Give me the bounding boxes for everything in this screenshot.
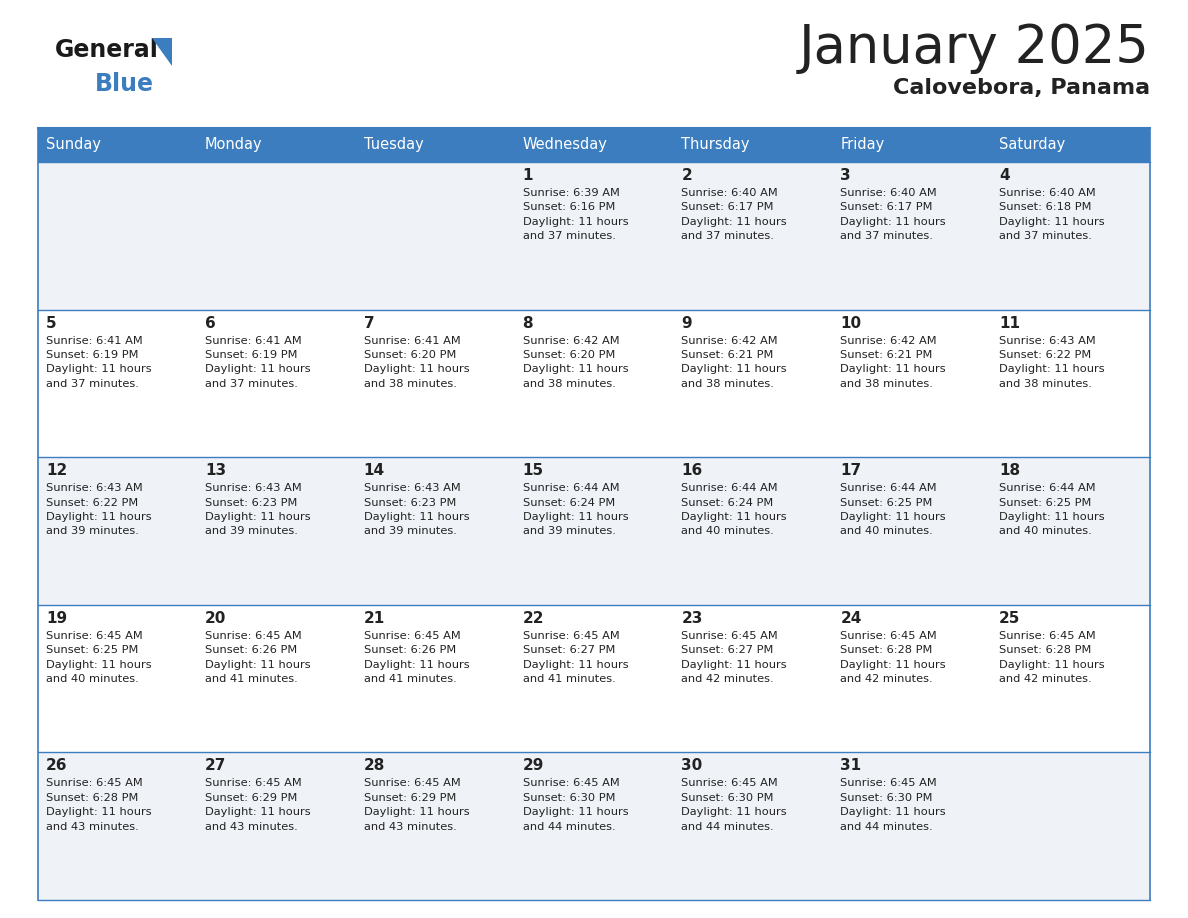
Text: Wednesday: Wednesday	[523, 138, 607, 152]
Text: Sunrise: 6:42 AM
Sunset: 6:21 PM
Daylight: 11 hours
and 38 minutes.: Sunrise: 6:42 AM Sunset: 6:21 PM Dayligh…	[682, 336, 788, 389]
Text: Sunrise: 6:41 AM
Sunset: 6:19 PM
Daylight: 11 hours
and 37 minutes.: Sunrise: 6:41 AM Sunset: 6:19 PM Dayligh…	[46, 336, 152, 389]
Polygon shape	[152, 38, 172, 66]
Text: Sunrise: 6:45 AM
Sunset: 6:28 PM
Daylight: 11 hours
and 42 minutes.: Sunrise: 6:45 AM Sunset: 6:28 PM Dayligh…	[999, 631, 1105, 684]
Text: Sunrise: 6:40 AM
Sunset: 6:17 PM
Daylight: 11 hours
and 37 minutes.: Sunrise: 6:40 AM Sunset: 6:17 PM Dayligh…	[840, 188, 946, 241]
Text: Sunrise: 6:39 AM
Sunset: 6:16 PM
Daylight: 11 hours
and 37 minutes.: Sunrise: 6:39 AM Sunset: 6:16 PM Dayligh…	[523, 188, 628, 241]
Text: 29: 29	[523, 758, 544, 773]
Text: Sunrise: 6:45 AM
Sunset: 6:30 PM
Daylight: 11 hours
and 44 minutes.: Sunrise: 6:45 AM Sunset: 6:30 PM Dayligh…	[682, 778, 788, 832]
Text: Blue: Blue	[95, 72, 154, 96]
Text: Sunrise: 6:42 AM
Sunset: 6:21 PM
Daylight: 11 hours
and 38 minutes.: Sunrise: 6:42 AM Sunset: 6:21 PM Dayligh…	[840, 336, 946, 389]
Text: 10: 10	[840, 316, 861, 330]
Text: Sunrise: 6:41 AM
Sunset: 6:19 PM
Daylight: 11 hours
and 37 minutes.: Sunrise: 6:41 AM Sunset: 6:19 PM Dayligh…	[204, 336, 310, 389]
Bar	[38, 605, 1150, 753]
Text: 31: 31	[840, 758, 861, 773]
Text: 9: 9	[682, 316, 693, 330]
Text: 21: 21	[364, 610, 385, 626]
Text: Sunrise: 6:45 AM
Sunset: 6:28 PM
Daylight: 11 hours
and 43 minutes.: Sunrise: 6:45 AM Sunset: 6:28 PM Dayligh…	[46, 778, 152, 832]
Text: 25: 25	[999, 610, 1020, 626]
Text: Thursday: Thursday	[682, 138, 750, 152]
Text: 18: 18	[999, 464, 1020, 478]
Text: Sunrise: 6:45 AM
Sunset: 6:28 PM
Daylight: 11 hours
and 42 minutes.: Sunrise: 6:45 AM Sunset: 6:28 PM Dayligh…	[840, 631, 946, 684]
Text: Sunrise: 6:40 AM
Sunset: 6:18 PM
Daylight: 11 hours
and 37 minutes.: Sunrise: 6:40 AM Sunset: 6:18 PM Dayligh…	[999, 188, 1105, 241]
Text: 23: 23	[682, 610, 703, 626]
Text: Sunrise: 6:43 AM
Sunset: 6:23 PM
Daylight: 11 hours
and 39 minutes.: Sunrise: 6:43 AM Sunset: 6:23 PM Dayligh…	[364, 483, 469, 536]
Text: Sunrise: 6:42 AM
Sunset: 6:20 PM
Daylight: 11 hours
and 38 minutes.: Sunrise: 6:42 AM Sunset: 6:20 PM Dayligh…	[523, 336, 628, 389]
Text: 27: 27	[204, 758, 226, 773]
Text: 24: 24	[840, 610, 861, 626]
Text: 14: 14	[364, 464, 385, 478]
Text: 6: 6	[204, 316, 215, 330]
Text: 3: 3	[840, 168, 851, 183]
Text: 28: 28	[364, 758, 385, 773]
Text: Friday: Friday	[840, 138, 885, 152]
Text: Sunrise: 6:45 AM
Sunset: 6:26 PM
Daylight: 11 hours
and 41 minutes.: Sunrise: 6:45 AM Sunset: 6:26 PM Dayligh…	[364, 631, 469, 684]
Text: Sunrise: 6:44 AM
Sunset: 6:25 PM
Daylight: 11 hours
and 40 minutes.: Sunrise: 6:44 AM Sunset: 6:25 PM Dayligh…	[840, 483, 946, 536]
Text: Sunrise: 6:45 AM
Sunset: 6:29 PM
Daylight: 11 hours
and 43 minutes.: Sunrise: 6:45 AM Sunset: 6:29 PM Dayligh…	[364, 778, 469, 832]
Text: Sunrise: 6:44 AM
Sunset: 6:25 PM
Daylight: 11 hours
and 40 minutes.: Sunrise: 6:44 AM Sunset: 6:25 PM Dayligh…	[999, 483, 1105, 536]
Text: Sunrise: 6:45 AM
Sunset: 6:27 PM
Daylight: 11 hours
and 41 minutes.: Sunrise: 6:45 AM Sunset: 6:27 PM Dayligh…	[523, 631, 628, 684]
Text: 30: 30	[682, 758, 702, 773]
Text: Sunrise: 6:45 AM
Sunset: 6:27 PM
Daylight: 11 hours
and 42 minutes.: Sunrise: 6:45 AM Sunset: 6:27 PM Dayligh…	[682, 631, 788, 684]
Text: Sunrise: 6:40 AM
Sunset: 6:17 PM
Daylight: 11 hours
and 37 minutes.: Sunrise: 6:40 AM Sunset: 6:17 PM Dayligh…	[682, 188, 788, 241]
Text: 11: 11	[999, 316, 1020, 330]
Text: Monday: Monday	[204, 138, 263, 152]
Text: Sunrise: 6:43 AM
Sunset: 6:22 PM
Daylight: 11 hours
and 38 minutes.: Sunrise: 6:43 AM Sunset: 6:22 PM Dayligh…	[999, 336, 1105, 389]
Text: General: General	[55, 38, 159, 62]
Text: 7: 7	[364, 316, 374, 330]
Text: Sunrise: 6:43 AM
Sunset: 6:22 PM
Daylight: 11 hours
and 39 minutes.: Sunrise: 6:43 AM Sunset: 6:22 PM Dayligh…	[46, 483, 152, 536]
Text: Sunrise: 6:44 AM
Sunset: 6:24 PM
Daylight: 11 hours
and 40 minutes.: Sunrise: 6:44 AM Sunset: 6:24 PM Dayligh…	[682, 483, 788, 536]
Text: 16: 16	[682, 464, 702, 478]
Text: 22: 22	[523, 610, 544, 626]
Bar	[38, 162, 1150, 309]
Text: 12: 12	[46, 464, 68, 478]
Text: 13: 13	[204, 464, 226, 478]
Bar	[38, 309, 1150, 457]
Text: Sunrise: 6:45 AM
Sunset: 6:26 PM
Daylight: 11 hours
and 41 minutes.: Sunrise: 6:45 AM Sunset: 6:26 PM Dayligh…	[204, 631, 310, 684]
Text: Sunrise: 6:45 AM
Sunset: 6:30 PM
Daylight: 11 hours
and 44 minutes.: Sunrise: 6:45 AM Sunset: 6:30 PM Dayligh…	[840, 778, 946, 832]
Text: Sunrise: 6:45 AM
Sunset: 6:29 PM
Daylight: 11 hours
and 43 minutes.: Sunrise: 6:45 AM Sunset: 6:29 PM Dayligh…	[204, 778, 310, 832]
Text: Sunrise: 6:44 AM
Sunset: 6:24 PM
Daylight: 11 hours
and 39 minutes.: Sunrise: 6:44 AM Sunset: 6:24 PM Dayligh…	[523, 483, 628, 536]
Text: Sunrise: 6:43 AM
Sunset: 6:23 PM
Daylight: 11 hours
and 39 minutes.: Sunrise: 6:43 AM Sunset: 6:23 PM Dayligh…	[204, 483, 310, 536]
Text: 19: 19	[46, 610, 68, 626]
Text: January 2025: January 2025	[800, 22, 1150, 74]
Bar	[38, 128, 1150, 162]
Text: 26: 26	[46, 758, 68, 773]
Text: Tuesday: Tuesday	[364, 138, 423, 152]
Text: Sunday: Sunday	[46, 138, 101, 152]
Text: Calovebora, Panama: Calovebora, Panama	[893, 78, 1150, 98]
Text: 8: 8	[523, 316, 533, 330]
Text: 2: 2	[682, 168, 693, 183]
Bar	[38, 753, 1150, 900]
Text: Sunrise: 6:45 AM
Sunset: 6:25 PM
Daylight: 11 hours
and 40 minutes.: Sunrise: 6:45 AM Sunset: 6:25 PM Dayligh…	[46, 631, 152, 684]
Text: Saturday: Saturday	[999, 138, 1066, 152]
Text: 1: 1	[523, 168, 533, 183]
Text: Sunrise: 6:41 AM
Sunset: 6:20 PM
Daylight: 11 hours
and 38 minutes.: Sunrise: 6:41 AM Sunset: 6:20 PM Dayligh…	[364, 336, 469, 389]
Bar	[38, 457, 1150, 605]
Text: 15: 15	[523, 464, 544, 478]
Text: 20: 20	[204, 610, 226, 626]
Text: 4: 4	[999, 168, 1010, 183]
Text: 5: 5	[46, 316, 57, 330]
Text: Sunrise: 6:45 AM
Sunset: 6:30 PM
Daylight: 11 hours
and 44 minutes.: Sunrise: 6:45 AM Sunset: 6:30 PM Dayligh…	[523, 778, 628, 832]
Text: 17: 17	[840, 464, 861, 478]
